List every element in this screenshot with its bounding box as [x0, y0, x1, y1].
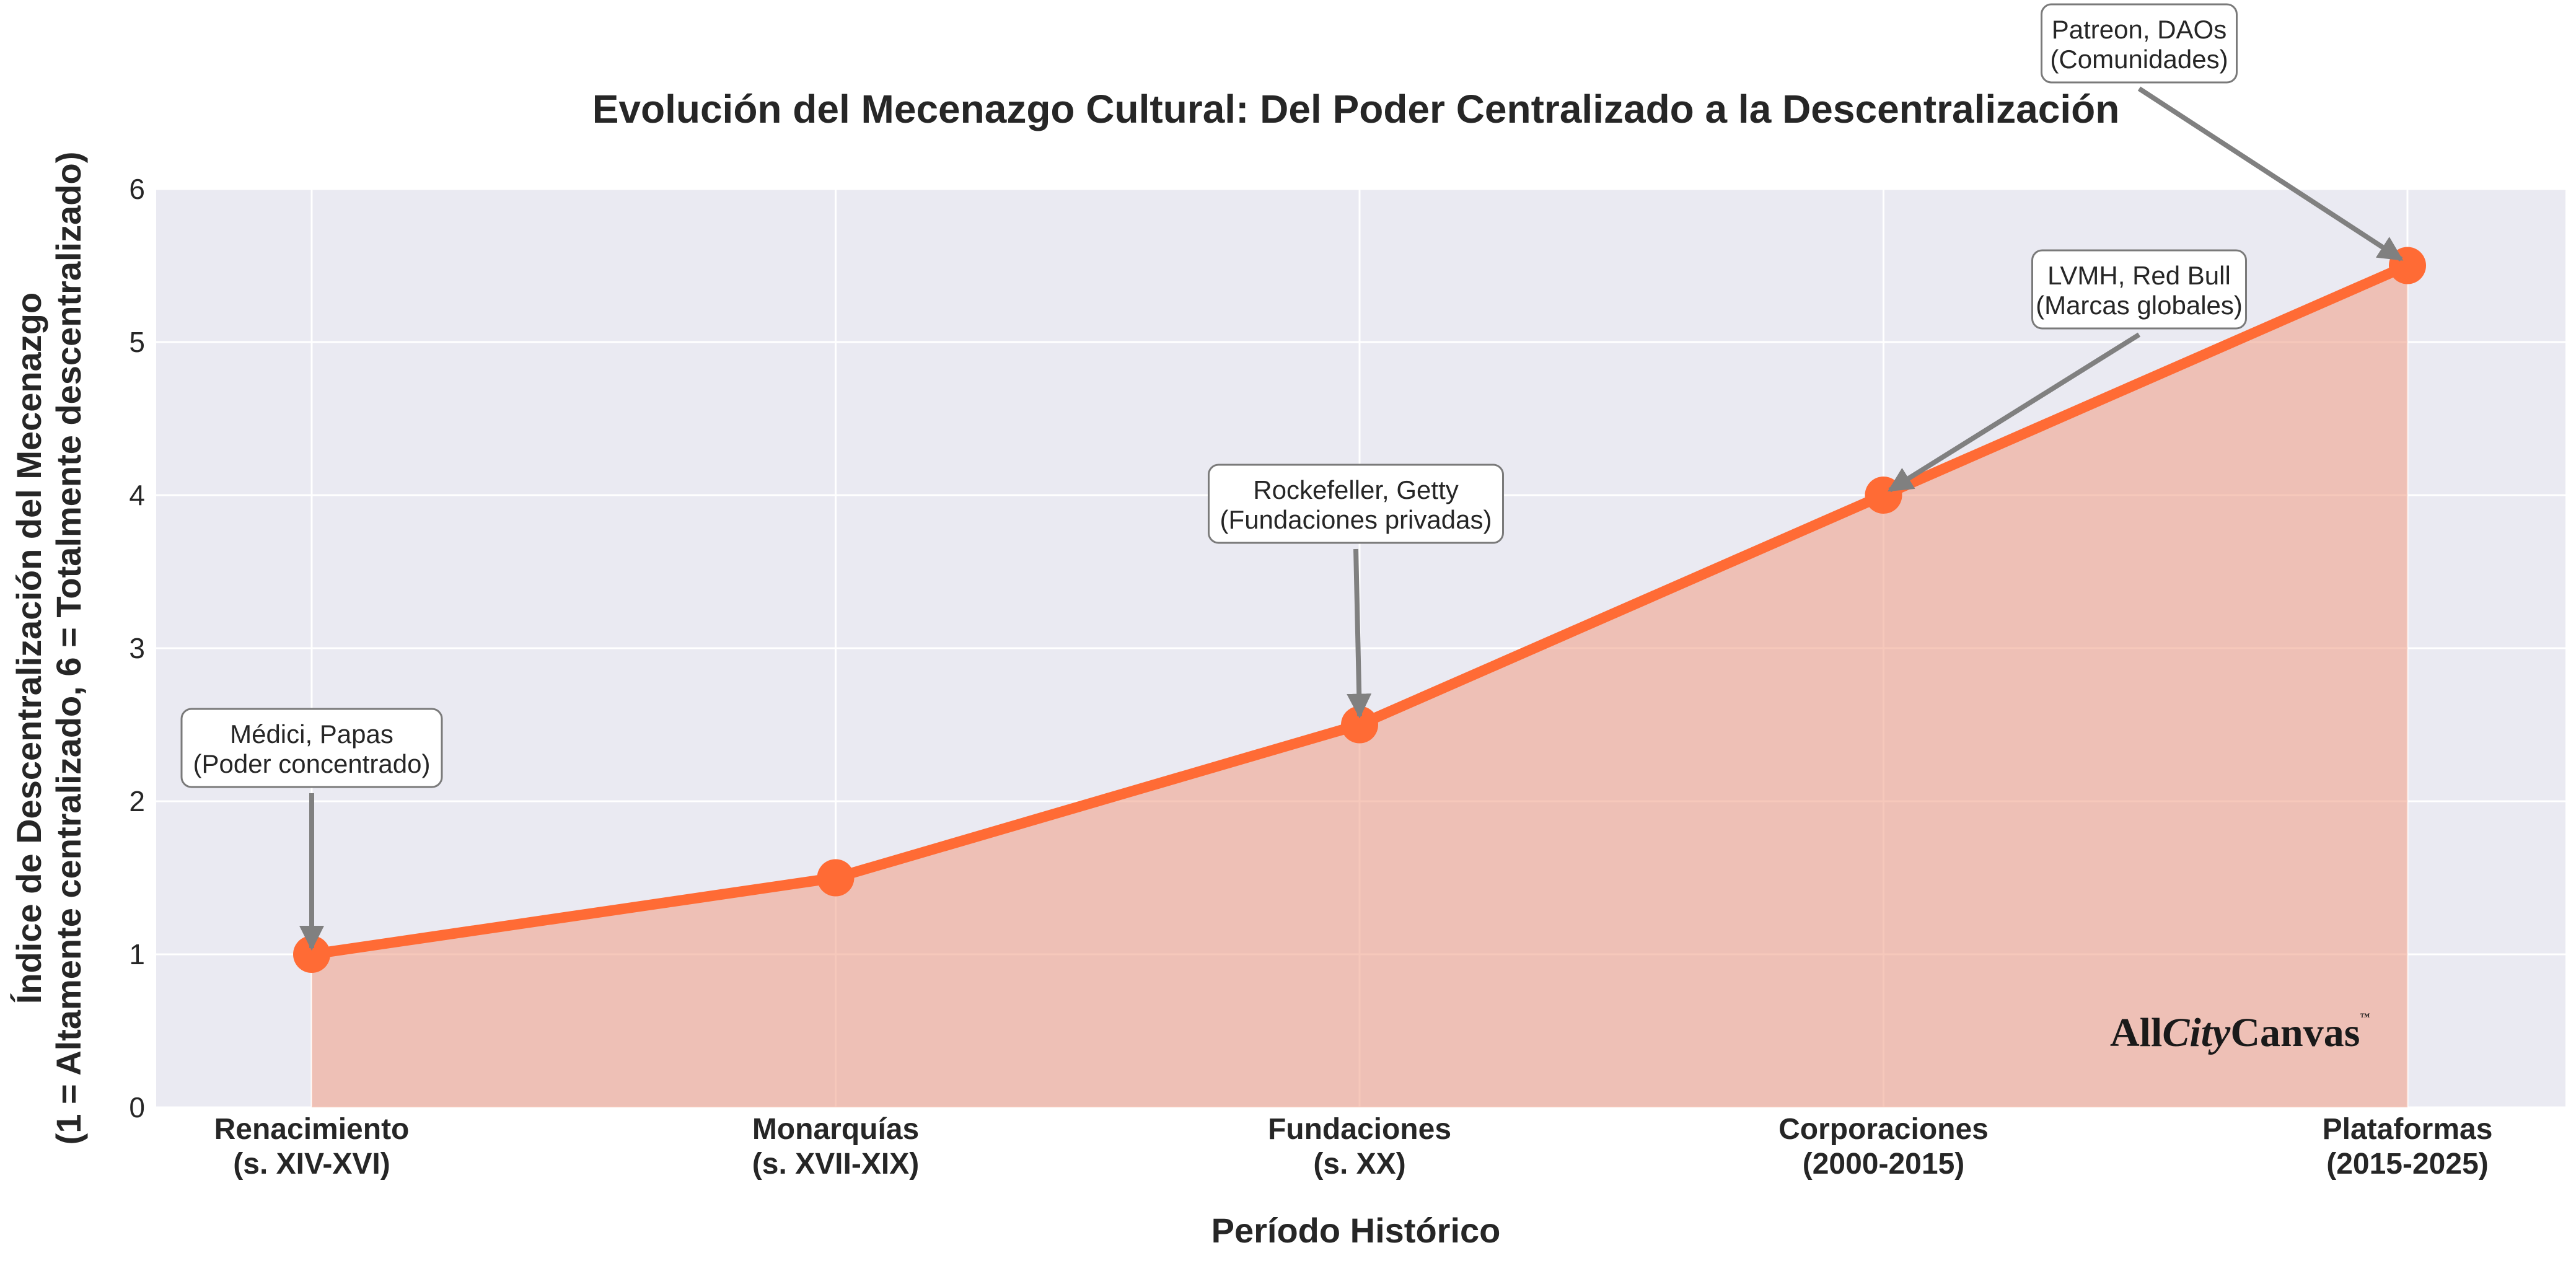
logo-part-canvas: Canvas — [2230, 1010, 2360, 1055]
x-tick-label: Plataformas (2015-2025) — [2323, 1113, 2493, 1180]
annotation-text: Médici, Papas (Poder concentrado) — [193, 719, 431, 778]
logo-part-city: City — [2162, 1010, 2231, 1055]
svg-text:AllCityCanvas™: AllCityCanvas™ — [2110, 1010, 2370, 1055]
annotation-line: (Poder concentrado) — [193, 749, 431, 778]
annotation-text: Rockefeller, Getty (Fundaciones privadas) — [1220, 475, 1492, 534]
x-tick-line: Monarquías — [752, 1113, 919, 1146]
annotation-line: (Comunidades) — [2050, 45, 2228, 74]
annotation-box — [2041, 3, 2238, 84]
x-axis-ticks: Renacimiento (s. XIV-XVI) Monarquías (s. XV… — [214, 1113, 2493, 1180]
annotation-line: Médici, Papas — [230, 719, 393, 749]
logo-part-all: All — [2110, 1010, 2162, 1055]
x-tick-label: Fundaciones (s. XX) — [1268, 1113, 1451, 1180]
x-tick-line: (2000-2015) — [1803, 1148, 1965, 1180]
data-point — [1865, 477, 1902, 514]
annotation-box — [2031, 249, 2247, 330]
annotation-arrow — [1888, 332, 2141, 493]
annotations: Médici, Papas (Poder concentrado) Rockefel… — [180, 3, 2404, 951]
x-tick-label: Renacimiento (s. XIV-XVI) — [214, 1113, 410, 1180]
annotation-box — [180, 708, 443, 788]
y-axis-label-line: (1 = Altamente centralizado, 6 = Totalme… — [49, 152, 88, 1145]
x-tick-line: (s. XIV-XVI) — [233, 1148, 390, 1180]
x-axis-label: Período Histórico — [1211, 1211, 1501, 1250]
annotation-arrow — [1347, 548, 1372, 719]
annotation-text: Patreon, DAOs (Comunidades) — [2050, 15, 2228, 74]
y-tick-label: 5 — [129, 326, 145, 358]
y-tick-label: 3 — [129, 632, 145, 664]
x-tick-label: Monarquías (s. XVII-XIX) — [752, 1113, 919, 1180]
annotation-line: Patreon, DAOs — [2052, 15, 2227, 44]
x-tick-line: Plataformas — [2323, 1113, 2493, 1146]
x-tick-label: Corporaciones (2000-2015) — [1778, 1113, 1989, 1180]
y-tick-label: 4 — [129, 479, 145, 511]
x-tick-line: Fundaciones — [1268, 1113, 1451, 1146]
y-tick-label: 6 — [129, 173, 145, 205]
annotation-box — [1208, 464, 1504, 544]
watermark-logo: AllCityCanvas™ — [2110, 1010, 2370, 1055]
y-tick-label: 0 — [129, 1091, 145, 1123]
data-point — [817, 859, 855, 897]
annotation-line: Rockefeller, Getty — [1253, 475, 1458, 504]
annotation-line: LVMH, Red Bull — [2047, 261, 2231, 290]
y-axis-ticks: 0 1 2 3 4 5 6 — [129, 173, 145, 1123]
area-shape — [312, 265, 2407, 1107]
x-tick-line: Renacimiento — [214, 1113, 410, 1146]
x-tick-line: (s. XX) — [1313, 1148, 1405, 1180]
annotation-line: (Fundaciones privadas) — [1220, 505, 1492, 534]
y-axis-label: Índice de Descentralización del Mecenazg… — [9, 152, 88, 1145]
annotation-line: (Marcas globales) — [2036, 291, 2243, 320]
chart-title: Evolución del Mecenazgo Cultural: Del Po… — [592, 87, 2120, 131]
x-tick-line: Corporaciones — [1778, 1113, 1989, 1146]
logo-tm: ™ — [2360, 1012, 2370, 1022]
y-axis-label-line: Índice de Descentralización del Mecenazg… — [9, 292, 48, 1004]
area-fill — [312, 265, 2407, 1107]
x-tick-line: (s. XVII-XIX) — [752, 1148, 919, 1180]
y-tick-label: 1 — [129, 938, 145, 970]
annotation-text: LVMH, Red Bull (Marcas globales) — [2036, 261, 2243, 320]
x-tick-line: (2015-2025) — [2326, 1148, 2489, 1180]
y-tick-label: 2 — [129, 785, 145, 817]
annotation-arrow — [2137, 86, 2404, 262]
